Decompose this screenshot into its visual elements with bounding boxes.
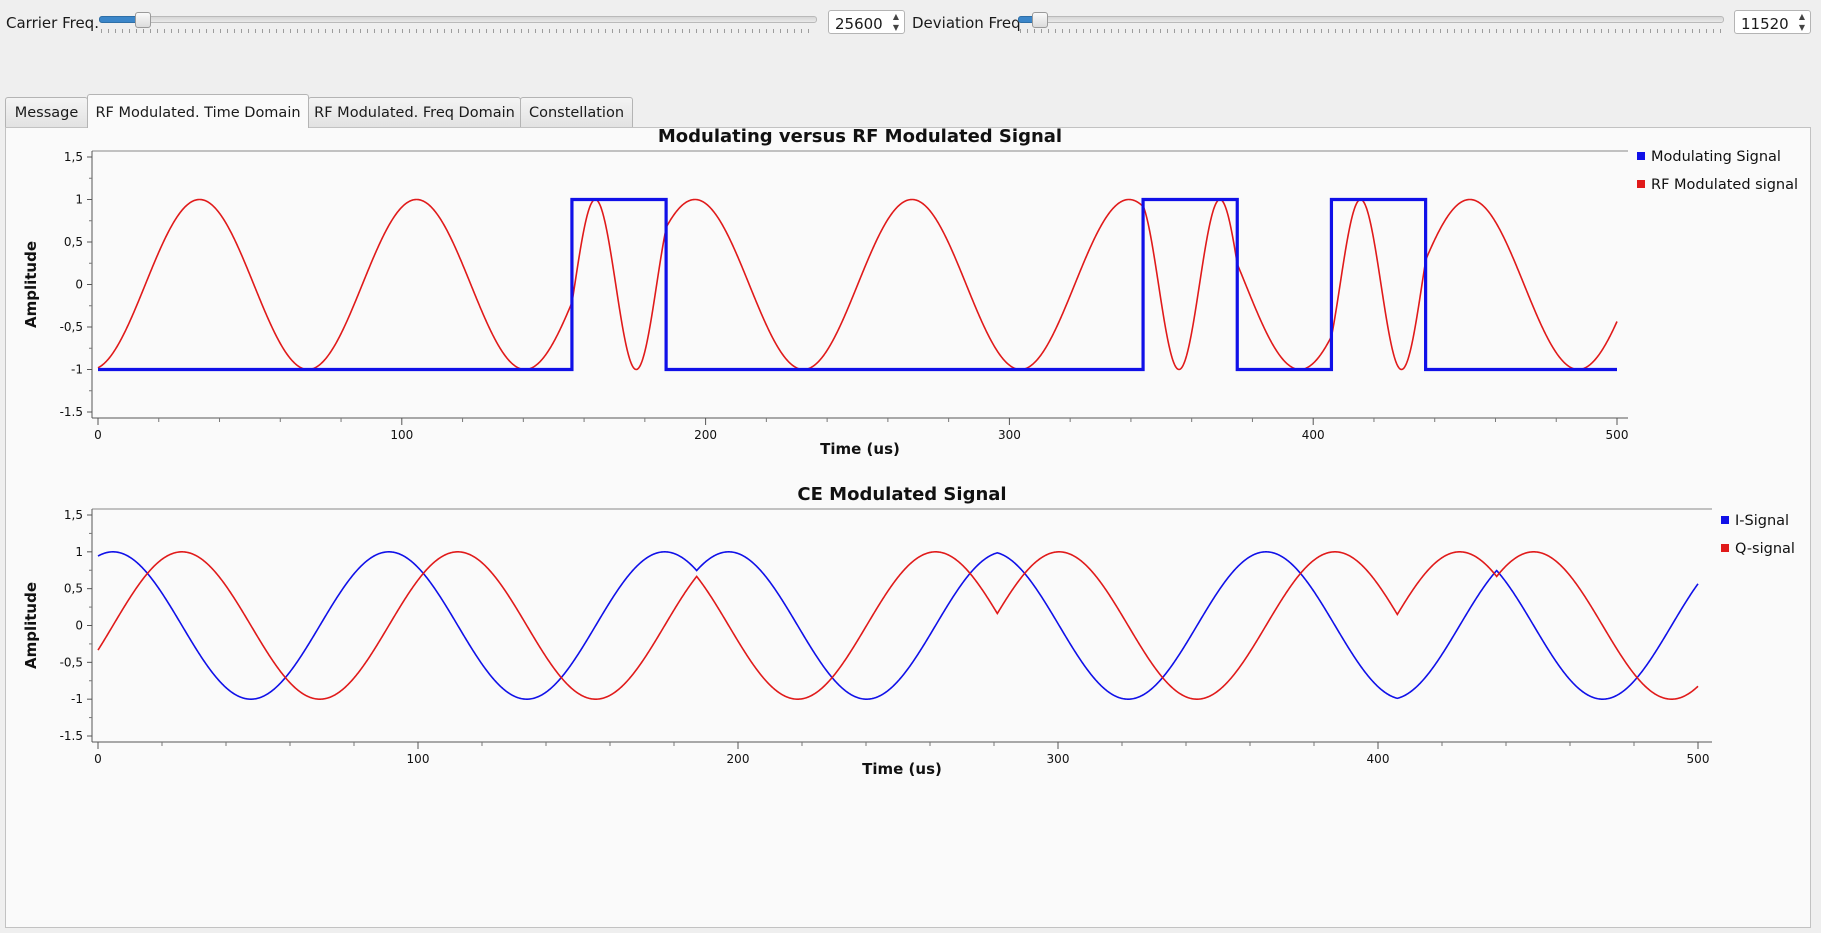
deviation-spin-arrows[interactable]: ▲ ▼ (1794, 11, 1810, 33)
chart-2: CE Modulated Signal 1,5 1 0,5 0 -0,5 -1 -1.5 0 10… (22, 484, 1795, 778)
series-rf-modulated-signal (97, 198, 1618, 371)
carrier-spin-arrows[interactable]: ▲ ▼ (888, 11, 904, 33)
y-tick-label: -1 (71, 363, 83, 377)
deviation-freq-slider[interactable] (1018, 12, 1724, 34)
x-tick-label: 400 (1302, 428, 1325, 442)
spin-up-icon[interactable]: ▲ (1798, 12, 1806, 21)
x-tick-label: 0 (94, 752, 102, 766)
tab-rf-freq-domain[interactable]: RF Modulated. Freq Domain (308, 97, 521, 127)
x-axis-title: Time (us) (862, 760, 942, 778)
carrier-freq-value[interactable]: 25600 (835, 15, 883, 33)
tab-message[interactable]: Message (5, 97, 88, 127)
legend-entry: Modulating Signal (1651, 149, 1781, 165)
chart-title: CE Modulated Signal (797, 484, 1006, 505)
x-tick-label: 100 (407, 752, 430, 766)
carrier-slider-handle[interactable] (135, 12, 152, 28)
y-tick-label: 0 (75, 619, 83, 633)
plot-canvas: Modulating versus RF Modulated Signal 1,5… (22, 128, 1798, 778)
tab-constellation[interactable]: Constellation (520, 97, 633, 127)
spin-down-icon[interactable]: ▼ (1798, 23, 1806, 32)
deviation-slider-ticks (1020, 29, 1722, 33)
deviation-slider-handle[interactable] (1032, 12, 1049, 28)
x-tick-label: 300 (998, 428, 1021, 442)
carrier-slider-ticks (101, 29, 815, 33)
x-tick-label: 0 (94, 428, 102, 442)
carrier-freq-spinbox[interactable]: 25600 ▲ ▼ (828, 10, 905, 34)
legend-entry: I-Signal (1735, 513, 1789, 529)
control-bar: Carrier Freq. 25600 ▲ ▼ Deviation Freq 11… (0, 0, 1821, 46)
y-tick-label: 0,5 (64, 235, 83, 249)
x-tick-label: 500 (1687, 752, 1710, 766)
series-modulating-signal (98, 197, 1617, 372)
deviation-freq-spinbox[interactable]: 11520 ▲ ▼ (1734, 10, 1811, 34)
carrier-freq-slider[interactable] (99, 12, 817, 34)
x-tick-label: 200 (694, 428, 717, 442)
series-q-signal (97, 551, 1699, 700)
spin-down-icon[interactable]: ▼ (892, 23, 900, 32)
legend-swatch (1721, 544, 1729, 552)
y-tick-label: 1 (75, 545, 83, 559)
y-tick-label: 1,5 (64, 508, 83, 522)
y-tick-label: -0,5 (60, 655, 83, 669)
deviation-freq-label: Deviation Freq (912, 14, 1021, 32)
y-tick-label: 1 (75, 193, 83, 207)
series-i-signal (97, 551, 1699, 700)
chart-1: Modulating versus RF Modulated Signal 1,5… (22, 128, 1798, 458)
x-tick-label: 100 (390, 428, 413, 442)
x-tick-label: 400 (1367, 752, 1390, 766)
y-axis-title: Amplitude (22, 582, 40, 669)
y-tick-label: -0,5 (60, 320, 83, 334)
y-tick-label: 0 (75, 278, 83, 292)
tab-panel: Modulating versus RF Modulated Signal 1,5… (5, 127, 1811, 928)
y-axis-title: Amplitude (22, 241, 40, 328)
chart-title: Modulating versus RF Modulated Signal (658, 128, 1062, 147)
y-tick-label: -1.5 (60, 405, 83, 419)
legend-swatch (1637, 180, 1645, 188)
deviation-slider-groove (1018, 16, 1724, 23)
spin-up-icon[interactable]: ▲ (892, 12, 900, 21)
carrier-freq-label: Carrier Freq. (6, 14, 99, 32)
y-tick-label: -1 (71, 692, 83, 706)
x-tick-label: 500 (1606, 428, 1629, 442)
y-tick-label: -1.5 (60, 729, 83, 743)
y-tick-label: 1,5 (64, 150, 83, 164)
legend-entry: Q-signal (1735, 541, 1795, 557)
carrier-slider-groove (99, 16, 817, 23)
tab-rf-time-domain[interactable]: RF Modulated. Time Domain (87, 94, 309, 128)
legend-swatch (1637, 152, 1645, 160)
x-tick-label: 300 (1047, 752, 1070, 766)
legend-entry: RF Modulated signal (1651, 177, 1798, 193)
deviation-freq-value[interactable]: 11520 (1741, 15, 1789, 33)
x-tick-label: 200 (727, 752, 750, 766)
legend-swatch (1721, 516, 1729, 524)
x-axis-title: Time (us) (820, 440, 900, 458)
y-tick-label: 0,5 (64, 582, 83, 596)
